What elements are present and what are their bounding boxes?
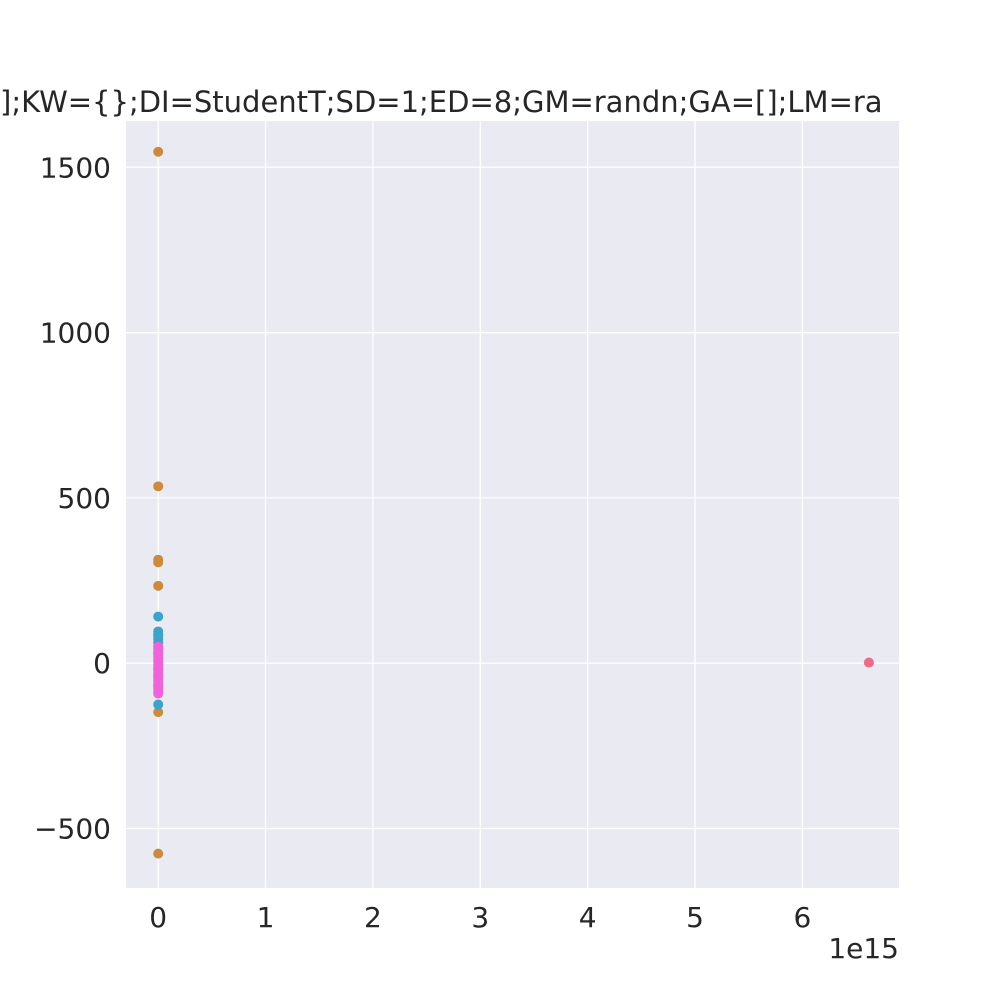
y-tick-label: 1000 <box>40 317 111 350</box>
plot-area <box>126 121 899 888</box>
scatter-point-series-2 <box>153 699 164 710</box>
scatter-point-series-0 <box>863 657 874 668</box>
y-axis-ticks: −500 0 500 1000 1500 <box>34 151 111 845</box>
scatter-point-series-1 <box>153 557 164 568</box>
chart-title: ];KW={};DI=StudentT;SD=1;ED=8;GM=randn;G… <box>0 85 883 119</box>
x-tick-label: 3 <box>471 901 489 934</box>
y-tick-label: 1500 <box>40 151 111 184</box>
scatter-point-series-2 <box>153 611 164 622</box>
x-tick-label: 0 <box>149 901 167 934</box>
grid <box>126 121 899 888</box>
y-tick-label: −500 <box>34 812 111 845</box>
scatter-point-series-1 <box>153 848 164 859</box>
x-tick-label: 6 <box>793 901 811 934</box>
y-tick-label: 0 <box>93 647 111 680</box>
scatter-point-series-1 <box>153 146 164 157</box>
data-points <box>153 146 874 859</box>
scatter-point-series-3 <box>153 688 164 699</box>
y-tick-label: 500 <box>58 482 111 515</box>
scatter-point-series-1 <box>153 707 164 718</box>
x-tick-label: 4 <box>579 901 597 934</box>
x-offset-text: 1e15 <box>828 932 899 965</box>
x-tick-label: 1 <box>257 901 275 934</box>
x-tick-label: 2 <box>364 901 382 934</box>
x-tick-label: 5 <box>686 901 704 934</box>
scatter-point-series-1 <box>153 580 164 591</box>
scatter-point-series-1 <box>153 481 164 492</box>
x-axis-ticks: 0 1 2 3 4 5 6 <box>149 901 811 934</box>
